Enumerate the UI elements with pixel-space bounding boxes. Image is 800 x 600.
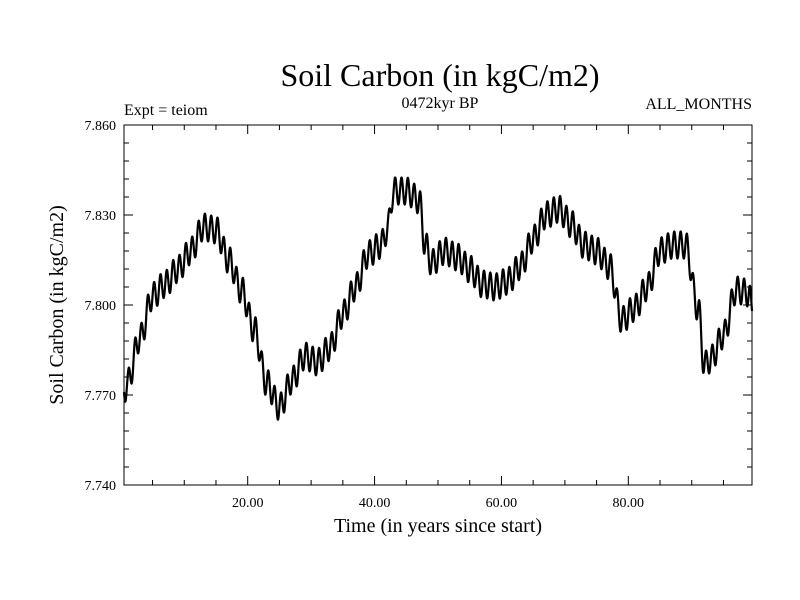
months-label: ALL_MONTHS bbox=[645, 96, 752, 113]
plot-frame bbox=[123, 124, 753, 486]
x-tick-label: 20.00 bbox=[232, 496, 264, 511]
x-tick-label: 40.00 bbox=[359, 496, 391, 511]
chart-title: Soil Carbon (in kgC/m2) bbox=[280, 57, 599, 93]
x-axis-label: Time (in years since start) bbox=[334, 515, 542, 537]
soil-carbon-series-line bbox=[122, 176, 754, 421]
y-axis-label: Soil Carbon (in kgC/m2) bbox=[46, 205, 68, 404]
x-axis-ticks: 20.00 40.00 60.00 80.00 bbox=[152, 125, 724, 511]
y-axis-ticks: 7.740 7.770 7.800 7.830 7.860 bbox=[85, 119, 752, 494]
x-tick-label: 60.00 bbox=[486, 496, 518, 511]
y-tick-label: 7.830 bbox=[85, 209, 117, 224]
y-tick-label: 7.770 bbox=[85, 389, 117, 404]
chart-subtitle: 0472kyr BP bbox=[402, 95, 479, 112]
y-tick-label: 7.860 bbox=[85, 119, 117, 134]
y-tick-label: 7.740 bbox=[85, 479, 117, 494]
x-tick-label: 80.00 bbox=[613, 496, 645, 511]
experiment-label: Expt = teiom bbox=[124, 102, 208, 119]
y-tick-label: 7.800 bbox=[85, 299, 117, 314]
